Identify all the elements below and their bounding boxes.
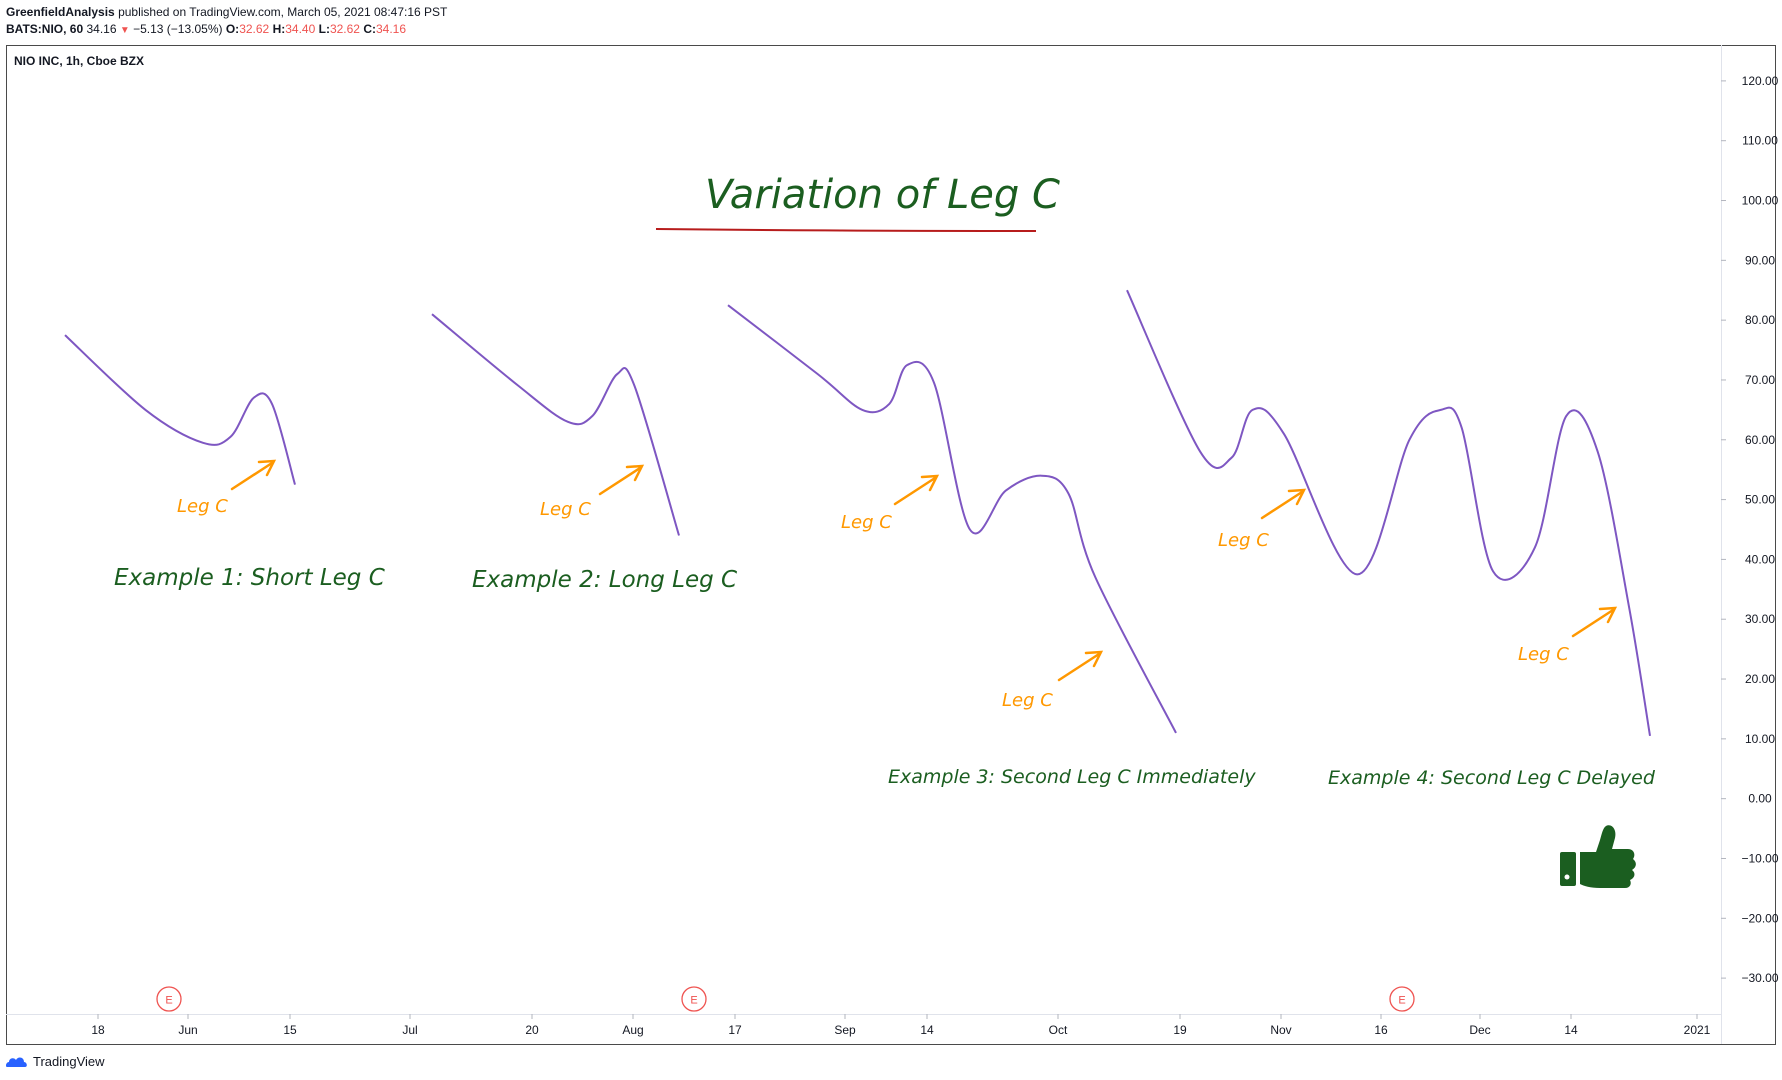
price-tick-label: −10.00	[1741, 851, 1778, 865]
chart-frame	[6, 45, 1776, 1045]
tradingview-logo[interactable]: TradingView	[6, 1054, 105, 1069]
example-label: Example 2: Long Leg C	[472, 567, 737, 593]
series-line	[1126, 289, 1651, 737]
leg-c-arrows	[230, 459, 1618, 682]
chart-title: Variation of Leg C	[705, 172, 1060, 218]
price-tick-label: 10.00	[1745, 732, 1775, 746]
leg-c-label: Leg C	[1518, 644, 1569, 665]
leg-c-label: Leg C	[1002, 690, 1053, 711]
time-tick-label: 14	[1564, 1023, 1578, 1037]
earnings-circle	[156, 986, 182, 1012]
tradingview-brand: TradingView	[33, 1054, 105, 1069]
leg-c-label: Leg C	[841, 512, 892, 533]
price-tick-label: −20.00	[1741, 911, 1778, 925]
leg-c-label: Leg C	[177, 496, 228, 517]
earnings-marker[interactable]: E	[1389, 986, 1415, 1012]
example-label: Example 3: Second Leg C Immediately	[888, 766, 1256, 788]
arrow-icon	[598, 464, 645, 496]
time-tick-label: 2021	[1684, 1023, 1711, 1037]
price-tick-label: 110.00	[1742, 134, 1778, 148]
title-underline	[655, 228, 1037, 232]
arrow-icon	[893, 474, 940, 506]
example-label: Example 1: Short Leg C	[114, 565, 385, 591]
time-tick-label: 14	[920, 1023, 934, 1037]
arrow-icon	[1057, 650, 1104, 682]
time-tick-label: Jun	[178, 1023, 197, 1037]
time-tick-label: Oct	[1049, 1023, 1068, 1037]
time-tick-label: 16	[1374, 1023, 1388, 1037]
time-tick-label: Sep	[834, 1023, 856, 1037]
price-tick-label: −30.00	[1741, 971, 1778, 985]
publisher-name[interactable]: GreenfieldAnalysis	[6, 5, 115, 19]
close-value: 34.16	[375, 22, 407, 36]
time-tick-label: 20	[525, 1023, 539, 1037]
arrow-icon	[230, 459, 277, 491]
leg-c-label: Leg C	[1218, 530, 1269, 551]
earnings-marker[interactable]: E	[156, 986, 182, 1012]
price-tick-label: 30.00	[1745, 612, 1775, 626]
open-value: 32.62	[239, 22, 270, 36]
time-tick-label: Dec	[1469, 1023, 1490, 1037]
high-label: H:	[272, 22, 286, 36]
earnings-label: E	[690, 995, 697, 1007]
time-tick-label: Aug	[622, 1023, 643, 1037]
series-line	[727, 304, 1177, 734]
time-tick-label: 18	[91, 1023, 105, 1037]
symbol[interactable]: BATS:NIO, 60	[6, 22, 84, 36]
price-tick-label: 90.00	[1745, 253, 1775, 267]
open-label: O:	[225, 22, 240, 36]
last-price: 34.16	[86, 22, 117, 36]
symbol-line: BATS:NIO, 60 34.16 ▼ −5.13 (−13.05%) O:3…	[6, 22, 406, 36]
example-labels: Example 1: Short Leg C Example 2: Long L…	[114, 565, 1656, 789]
earnings-markers: E E E	[156, 986, 1415, 1012]
series-group	[64, 289, 1651, 737]
chart-legend: NIO INC, 1h, Cboe BZX	[14, 54, 144, 68]
price-tick-label: 100.00	[1742, 194, 1779, 208]
time-tick-label: 15	[283, 1023, 297, 1037]
series-line	[64, 334, 296, 485]
leg-c-label: Leg C	[540, 499, 591, 520]
price-tick-label: 60.00	[1745, 433, 1775, 447]
time-tick-label: Nov	[1270, 1023, 1291, 1037]
low-label: L:	[318, 22, 330, 36]
leg-c-annotations: Leg C Leg C Leg C Leg C Leg C Leg C	[177, 496, 1569, 711]
thumbs-up-icon	[1560, 825, 1636, 888]
close-label: C:	[363, 22, 376, 36]
time-tick-label: 19	[1173, 1023, 1187, 1037]
earnings-label: E	[165, 995, 172, 1007]
time-axis[interactable]: 18 Jun 15 Jul 20 Aug 17 Sep 14 Oct 19 Nov 16 Dec 14 202…	[91, 1014, 1711, 1037]
earnings-label: E	[1398, 995, 1405, 1007]
time-tick-label: 17	[728, 1023, 742, 1037]
publisher-line: GreenfieldAnalysis published on TradingV…	[6, 5, 447, 19]
price-tick-label: 80.00	[1745, 313, 1775, 327]
price-change: −5.13 (−13.05%)	[133, 22, 223, 36]
series-line	[431, 313, 680, 536]
price-tick-label: 120.00	[1742, 74, 1779, 88]
high-value: 34.40	[285, 22, 316, 36]
published-text: published on TradingView.com, March 05, …	[118, 5, 448, 19]
low-value: 32.62	[329, 22, 360, 36]
price-tick-label: 40.00	[1745, 552, 1775, 566]
tradingview-cloud-icon	[6, 1057, 27, 1067]
time-tick-label: Jul	[402, 1023, 417, 1037]
price-tick-label: 70.00	[1745, 373, 1775, 387]
example-label: Example 4: Second Leg C Delayed	[1328, 767, 1656, 789]
earnings-marker[interactable]: E	[681, 986, 707, 1012]
down-arrow-icon: ▼	[119, 25, 130, 36]
earnings-circle	[1389, 986, 1415, 1012]
price-tick-label: 50.00	[1745, 493, 1775, 507]
price-tick-label: 0.00	[1748, 792, 1772, 806]
earnings-circle	[681, 986, 707, 1012]
arrow-icon	[1260, 488, 1307, 520]
price-axis[interactable]: 120.00 110.00 100.00 90.00 80.00 70.00 60.00 50…	[1721, 74, 1779, 985]
arrow-icon	[1571, 606, 1618, 638]
price-tick-label: 20.00	[1745, 672, 1775, 686]
